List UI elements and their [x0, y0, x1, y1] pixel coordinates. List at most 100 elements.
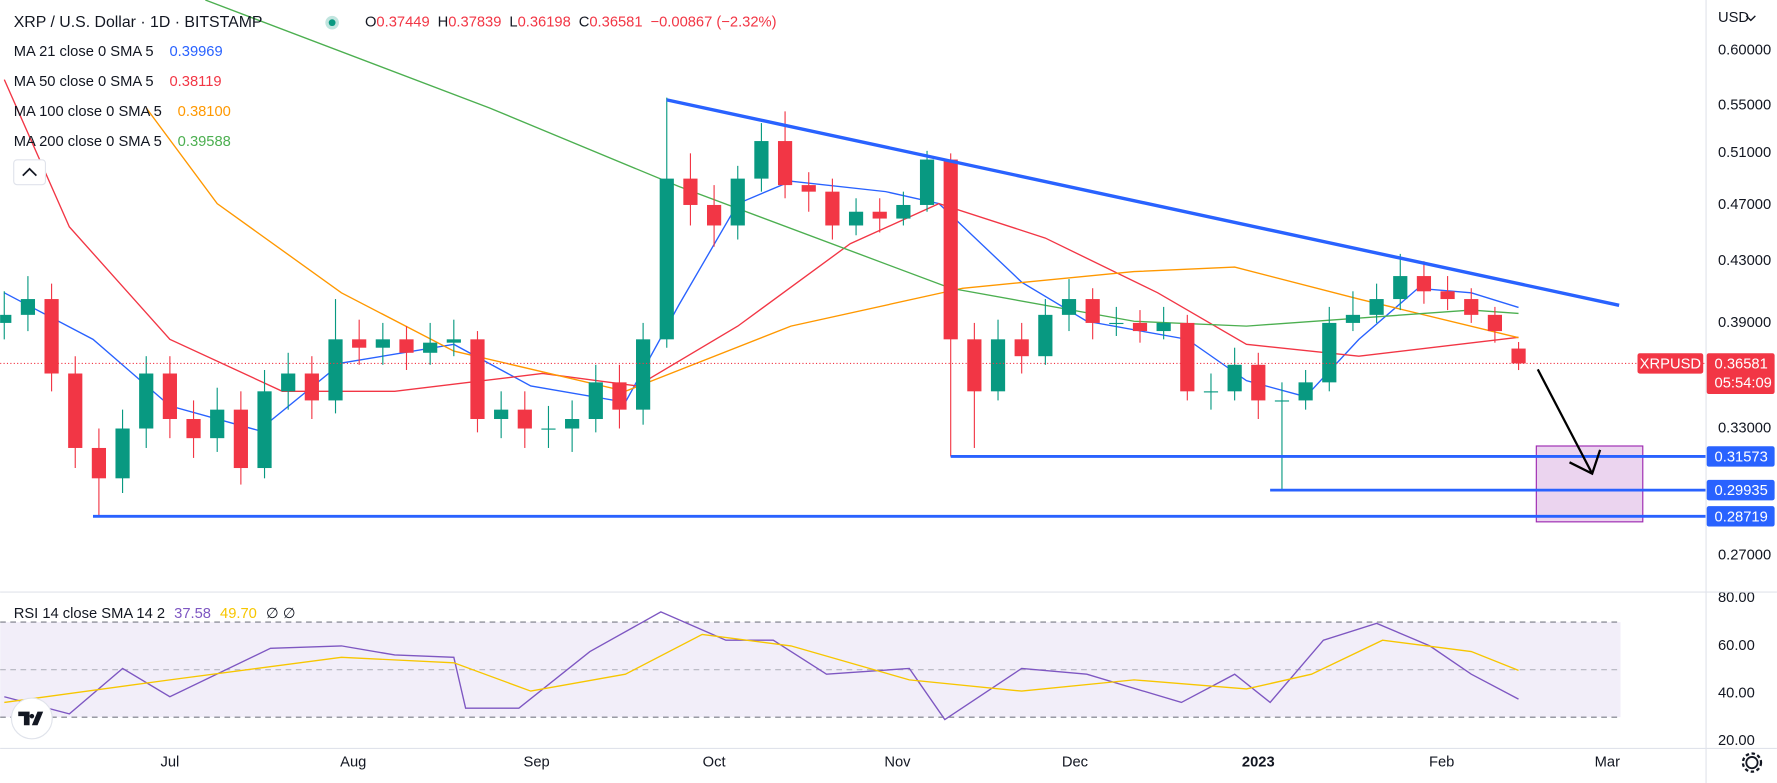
rsi-tick-label: 60.00 [1718, 638, 1755, 654]
candle-body [683, 178, 698, 205]
candle-body [257, 391, 272, 469]
ohlc-key: L [509, 15, 517, 31]
gear-teeth [1741, 752, 1763, 773]
x-tick-label: Aug [340, 754, 366, 770]
candle-body [825, 191, 840, 226]
level-price-tag [1706, 479, 1775, 501]
ohlc-value: 0.37839 [448, 15, 501, 31]
candle-body [1180, 322, 1195, 392]
ohlc-value: 0.36581 [589, 15, 642, 31]
y-tick-label: 0.47000 [1718, 197, 1771, 213]
countdown-label: 05:54:09 [1715, 376, 1772, 392]
ma-value: 0.39588 [178, 134, 231, 150]
ma-name: MA 21 close 0 SMA 5 [14, 44, 154, 60]
candle-body [115, 428, 130, 479]
candle-body [1061, 299, 1077, 315]
ma-value: 0.38100 [178, 104, 231, 120]
candle-body [162, 373, 177, 420]
y-tick-label: 0.43000 [1718, 253, 1771, 269]
line-series [205, 0, 1519, 327]
line-series [3, 79, 1519, 392]
tradingview-logo[interactable] [10, 697, 53, 740]
level-price-label: 0.28719 [1715, 509, 1768, 525]
candle-body [1132, 322, 1148, 332]
candle-body [375, 339, 390, 348]
candle-body [1393, 276, 1408, 300]
rsi-tick-label: 80.00 [1718, 590, 1755, 606]
candle-body [470, 339, 485, 420]
y-tick-label: 0.51000 [1718, 145, 1771, 161]
x-tick-label: Nov [884, 754, 911, 770]
candle-body [44, 299, 59, 374]
y-tick-label: 0.39000 [1718, 315, 1771, 331]
y-tick-label: 0.27000 [1718, 547, 1771, 563]
logo-circle [10, 697, 53, 740]
price-pane [0, 0, 1706, 523]
candle-body [612, 382, 627, 410]
candle-body [541, 428, 556, 430]
candle-body [210, 409, 225, 439]
ma-legend: MA 21 close 0 SMA 5 0.39969 MA 50 close 0 … [14, 44, 231, 150]
candle-body [1487, 314, 1503, 332]
y-tick-label: 0.60000 [1718, 42, 1771, 58]
candle-body [1203, 391, 1219, 393]
candle-body [1322, 322, 1337, 383]
candle-body [777, 141, 793, 186]
rsi-tick-label: 20.00 [1718, 733, 1755, 749]
symbol-tag [1637, 353, 1704, 374]
ohlc-value: 0.37449 [376, 15, 429, 31]
ma-value: 0.38119 [169, 74, 221, 90]
axes: 0.27000 0.33000 0.39000 0.43000 0.47000 0.510… [160, 42, 1775, 770]
candle-body [565, 419, 580, 429]
level-price-tag [1706, 446, 1775, 467]
x-tick-label: Mar [1595, 754, 1620, 770]
candle-body [1298, 382, 1313, 401]
gear-ring [1745, 756, 1759, 770]
level-price-tag [1706, 506, 1775, 527]
candle-body [1345, 314, 1361, 323]
ohlc-key: H [438, 15, 449, 31]
rsi-value: 37.58 [174, 606, 211, 622]
line-series [4, 611, 1519, 721]
candle-body [91, 447, 107, 479]
forecast-arrowhead [1569, 449, 1602, 476]
ma-name: MA 50 close 0 SMA 5 [14, 74, 154, 90]
candle-body [919, 159, 935, 205]
candle-body [801, 185, 816, 192]
candle-body [1014, 339, 1029, 357]
level-price-label: 0.29935 [1715, 483, 1768, 499]
candle-body [1464, 299, 1479, 315]
forecast-arrow [1536, 368, 1594, 475]
y-tick-label: 0.55000 [1718, 97, 1771, 113]
candle-body [399, 339, 414, 353]
last-price-label: 0.36581 [1715, 356, 1768, 372]
currency[interactable]: USD [1718, 10, 1749, 26]
last-price-tag [1706, 353, 1775, 394]
target-zone [1535, 445, 1644, 523]
candle-body [990, 339, 1006, 392]
ma-legend-entry: MA 21 close 0 SMA 5 0.39969 [14, 44, 223, 60]
candle-body [636, 339, 651, 410]
candle-body [1038, 314, 1053, 357]
symbol-label: XRPUSD [1640, 356, 1701, 372]
ma-name: MA 100 close 0 SMA 5 [14, 104, 162, 120]
x-tick-label: Jul [160, 754, 179, 770]
candle-body [1156, 322, 1171, 332]
ma-legend-entry: MA 200 close 0 SMA 5 0.39588 [14, 134, 231, 150]
rsi-legend: RSI 14 close SMA 14 2 37.58 49.70 ∅ ∅ [14, 606, 296, 622]
candle-body [494, 409, 509, 420]
candle-body [20, 299, 36, 315]
candle-body [1369, 299, 1384, 315]
candle-body [423, 342, 438, 353]
candle-body [967, 339, 982, 392]
settings-button[interactable] [1741, 752, 1763, 773]
candle-body [848, 211, 864, 226]
line-series [4, 633, 1519, 704]
candle-body [186, 419, 201, 439]
candle-body [1109, 322, 1124, 325]
line-series [145, 107, 1519, 392]
x-tick-label: Oct [703, 754, 726, 770]
collapse-legend-button[interactable] [13, 159, 47, 186]
candle-body [1416, 276, 1432, 292]
